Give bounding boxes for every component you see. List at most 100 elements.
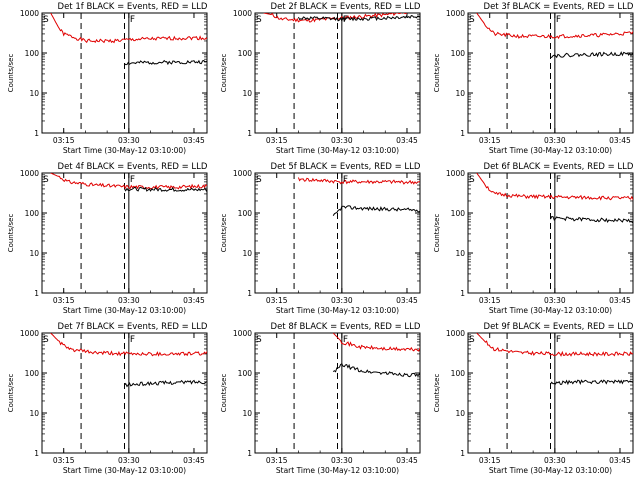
x-tick-label: 03:30	[544, 456, 566, 465]
x-tick-label: 03:45	[609, 136, 631, 145]
x-tick-label: 03:45	[609, 456, 631, 465]
x-tick-label: 03:30	[544, 136, 566, 145]
y-tick-label: 1	[34, 289, 39, 298]
time-marker-label: F	[556, 15, 561, 25]
x-tick-label: 03:45	[183, 456, 205, 465]
y-tick-label: 1000	[20, 329, 39, 338]
x-tick-label: 03:15	[479, 136, 501, 145]
x-tick-label: 03:30	[331, 296, 353, 305]
detector-panel: Det 2f BLACK = Events, RED = LLD 1 10 100 10…	[213, 0, 426, 160]
time-marker-label: F	[130, 175, 135, 185]
detector-panel: Det 3f BLACK = Events, RED = LLD 1 10 100 10…	[426, 0, 639, 160]
y-tick-label: 1	[247, 289, 252, 298]
y-tick-label: 10	[29, 249, 39, 258]
y-axis-label: Counts/sec	[220, 214, 228, 253]
lld-series-line	[50, 13, 207, 44]
y-tick-label: 1000	[446, 329, 465, 338]
time-marker-label: S	[256, 175, 262, 185]
y-tick-label: 100	[238, 369, 253, 378]
x-tick-label: 03:45	[609, 296, 631, 305]
chart-svg: Det 5f BLACK = Events, RED = LLD 1 10 100 10…	[220, 162, 421, 315]
time-marker-label: F	[556, 175, 561, 185]
time-marker-label: F	[343, 175, 348, 185]
x-axis-label: Start Time (30-May-12 03:10:00)	[489, 306, 612, 315]
y-tick-label: 1000	[20, 9, 39, 18]
y-tick-label: 1	[247, 449, 252, 458]
x-tick-label: 03:45	[396, 296, 418, 305]
y-axis-label: Counts/sec	[7, 374, 15, 413]
plot-area	[476, 173, 633, 293]
x-tick-label: 03:30	[544, 296, 566, 305]
x-tick-label: 03:15	[53, 136, 75, 145]
chart-svg: Det 9f BLACK = Events, RED = LLD 1 10 100 10…	[433, 322, 634, 475]
x-tick-label: 03:15	[479, 296, 501, 305]
x-axis-label: Start Time (30-May-12 03:10:00)	[489, 146, 612, 155]
y-tick-label: 1	[247, 129, 252, 138]
time-marker-label: S	[469, 15, 475, 25]
x-tick-label: 03:15	[53, 296, 75, 305]
chart-title: Det 9f BLACK = Events, RED = LLD	[484, 322, 634, 332]
time-marker-label: S	[469, 175, 475, 185]
y-tick-label: 100	[451, 369, 466, 378]
x-tick-label: 03:45	[183, 136, 205, 145]
x-tick-label: 03:15	[266, 296, 288, 305]
y-tick-label: 1	[460, 129, 465, 138]
lld-series-line	[50, 333, 207, 357]
detector-panel: Det 9f BLACK = Events, RED = LLD 1 10 100 10…	[426, 320, 639, 480]
time-marker-label: F	[343, 15, 348, 25]
x-tick-label: 03:15	[479, 456, 501, 465]
x-tick-label: 03:15	[266, 456, 288, 465]
events-series-line	[332, 363, 420, 378]
detector-panel: Det 7f BLACK = Events, RED = LLD 1 10 100 10…	[0, 320, 213, 480]
y-tick-label: 1000	[446, 9, 465, 18]
y-tick-label: 10	[455, 89, 465, 98]
y-axis-label: Counts/sec	[7, 54, 15, 93]
x-axis-label: Start Time (30-May-12 03:10:00)	[63, 146, 186, 155]
y-tick-label: 100	[25, 369, 40, 378]
x-tick-label: 03:30	[118, 456, 140, 465]
time-marker-label: S	[43, 15, 49, 25]
chart-svg: Det 6f BLACK = Events, RED = LLD 1 10 100 10…	[433, 162, 634, 315]
lld-series-line	[50, 173, 207, 190]
y-tick-label: 1000	[233, 329, 252, 338]
detector-panel: Det 8f BLACK = Events, RED = LLD 1 10 100 10…	[213, 320, 426, 480]
x-axis-label: Start Time (30-May-12 03:10:00)	[63, 466, 186, 475]
lld-series-line	[476, 13, 633, 40]
y-tick-label: 10	[242, 249, 252, 258]
y-tick-label: 1	[460, 449, 465, 458]
chart-title: Det 1f BLACK = Events, RED = LLD	[58, 2, 208, 12]
events-series-line	[297, 15, 420, 22]
plot-area	[476, 13, 633, 133]
events-series-line	[124, 379, 207, 388]
detector-panel: Det 5f BLACK = Events, RED = LLD 1 10 100 10…	[213, 160, 426, 320]
y-tick-label: 100	[25, 49, 40, 58]
plot-area	[476, 333, 633, 453]
y-tick-label: 100	[25, 209, 40, 218]
y-axis-label: Counts/sec	[433, 374, 441, 413]
chart-svg: Det 3f BLACK = Events, RED = LLD 1 10 100 10…	[433, 2, 634, 155]
x-tick-label: 03:15	[53, 456, 75, 465]
chart-title: Det 5f BLACK = Events, RED = LLD	[271, 162, 421, 172]
y-tick-label: 1000	[20, 169, 39, 178]
y-tick-label: 100	[238, 209, 253, 218]
x-axis-label: Start Time (30-May-12 03:10:00)	[63, 306, 186, 315]
time-marker-label: S	[469, 335, 475, 345]
chart-title: Det 4f BLACK = Events, RED = LLD	[58, 162, 208, 172]
y-tick-label: 1	[34, 449, 39, 458]
lld-series-line	[297, 177, 420, 185]
chart-svg: Det 8f BLACK = Events, RED = LLD 1 10 100 10…	[220, 322, 421, 475]
y-tick-label: 1	[460, 289, 465, 298]
chart-title: Det 7f BLACK = Events, RED = LLD	[58, 322, 208, 332]
lld-series-line	[476, 173, 633, 201]
lld-series-line	[476, 333, 633, 357]
time-marker-label: S	[256, 15, 262, 25]
y-tick-label: 10	[455, 249, 465, 258]
y-axis-label: Counts/sec	[433, 214, 441, 253]
chart-svg: Det 7f BLACK = Events, RED = LLD 1 10 100 10…	[7, 322, 208, 475]
y-axis-label: Counts/sec	[220, 374, 228, 413]
chart-title: Det 8f BLACK = Events, RED = LLD	[271, 322, 421, 332]
time-marker-label: F	[130, 15, 135, 25]
x-tick-label: 03:45	[396, 136, 418, 145]
x-tick-label: 03:30	[331, 136, 353, 145]
x-tick-label: 03:45	[183, 296, 205, 305]
